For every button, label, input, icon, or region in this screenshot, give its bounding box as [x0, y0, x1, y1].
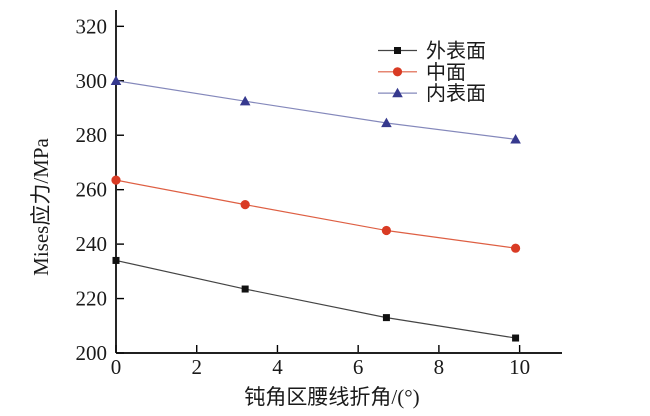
legend-marker-inner-surface: [392, 87, 403, 98]
marker-outer-surface-0: [112, 256, 120, 264]
marker-inner-surface-1: [239, 95, 251, 106]
y-tick-label: 260: [76, 178, 108, 202]
marker-mid-surface-2: [381, 225, 392, 236]
marker-inner-surface-0: [110, 75, 122, 85]
marker-outer-surface-2: [382, 314, 390, 322]
legend-label-outer-surface: 外表面: [426, 40, 486, 63]
marker-mid-surface-3: [510, 243, 521, 253]
x-tick-label: 2: [191, 355, 202, 379]
marker-mid-surface-1: [240, 200, 250, 210]
marker-inner-surface-3: [510, 134, 521, 144]
series-line-mid-surface: [115, 179, 516, 249]
y-tick-label: 320: [76, 14, 108, 38]
marker-outer-surface-1: [241, 285, 249, 293]
legend-label-inner-surface: 内表面: [426, 82, 486, 105]
legend-label-mid-surface: 中面: [426, 61, 466, 84]
x-tick-label: 0: [111, 355, 122, 379]
y-tick-label: 280: [76, 123, 108, 147]
marker-mid-surface-0: [111, 175, 121, 185]
y-axis-title: Mises应力/MPa: [29, 138, 53, 276]
legend-marker-mid-surface: [392, 67, 403, 77]
x-tick-label: 10: [509, 355, 530, 379]
y-tick-label: 200: [76, 341, 108, 365]
legend-marker-outer-surface: [394, 47, 401, 54]
y-tick-label: 240: [76, 232, 108, 256]
marker-inner-surface-2: [381, 117, 392, 128]
y-tick-label: 300: [76, 69, 108, 93]
x-tick-label: 6: [353, 355, 364, 379]
x-axis-title: 钝角区腰线折角/(°): [244, 385, 420, 409]
y-tick-label: 220: [76, 287, 108, 311]
x-tick-label: 8: [434, 355, 445, 379]
marker-outer-surface-3: [512, 334, 520, 342]
x-tick-label: 4: [272, 355, 283, 379]
series-line-outer-surface: [115, 259, 516, 339]
series-line-inner-surface: [115, 80, 516, 140]
